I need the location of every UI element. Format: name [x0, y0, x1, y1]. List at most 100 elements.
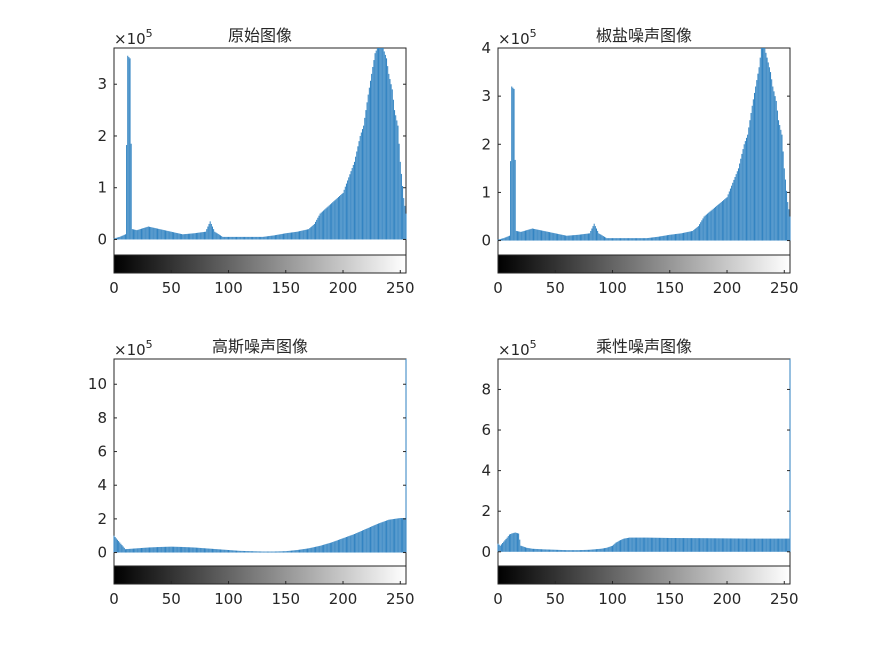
- histogram-bar: [608, 546, 610, 552]
- histogram-bar: [662, 235, 664, 241]
- histogram-bar: [247, 551, 249, 553]
- histogram-bar: [394, 518, 396, 553]
- histogram-bar: [193, 547, 195, 553]
- histogram-bar: [187, 547, 189, 553]
- histogram-bar: [289, 550, 291, 553]
- plot-area: [497, 358, 791, 567]
- histogram-bar: [376, 48, 378, 240]
- histogram-bar: [504, 237, 506, 241]
- bars: [497, 48, 791, 241]
- histogram-bar: [320, 545, 322, 553]
- histogram-bar: [308, 229, 310, 240]
- histogram-bar: [762, 538, 764, 552]
- histogram-bar: [573, 235, 575, 241]
- histogram-bar: [386, 58, 388, 240]
- histogram-bar: [498, 544, 500, 552]
- histogram-bar: [578, 234, 580, 241]
- histogram-bar: [321, 211, 323, 240]
- x-tick-label: 200: [329, 279, 358, 297]
- histogram-bar: [390, 519, 392, 553]
- histogram-bar: [497, 543, 499, 552]
- histogram-bar: [705, 214, 707, 241]
- histogram-bar: [290, 232, 293, 240]
- histogram-bar: [150, 227, 152, 240]
- histogram-bar: [191, 547, 193, 553]
- histogram-bar: [566, 550, 568, 552]
- histogram-bar: [617, 238, 619, 241]
- histogram-bar: [664, 235, 666, 241]
- x-tick-label: 250: [770, 279, 799, 297]
- histogram-bar: [715, 538, 717, 552]
- x-tick-label: 150: [271, 279, 300, 297]
- histogram-bar: [320, 212, 322, 240]
- histogram-bar: [750, 538, 752, 552]
- histogram-bar: [574, 235, 576, 241]
- histogram-bar: [319, 213, 321, 240]
- histogram-bar: [561, 550, 563, 552]
- histogram-bar: [613, 238, 615, 241]
- histogram-bar: [380, 522, 382, 553]
- y-tick-label: 6: [481, 421, 491, 439]
- histogram-bar: [653, 537, 655, 552]
- histogram-bar: [603, 548, 606, 552]
- histogram-bar: [646, 537, 648, 552]
- histogram-bar: [288, 550, 290, 553]
- histogram-bar: [213, 229, 215, 240]
- histogram-bar: [185, 547, 187, 553]
- histogram-bar: [272, 551, 274, 553]
- histogram-bar: [278, 551, 280, 553]
- histogram-bar: [567, 235, 569, 241]
- histogram-bar: [356, 151, 358, 240]
- histogram-bar: [636, 238, 638, 241]
- histogram-bar: [146, 547, 148, 553]
- histogram-bar: [582, 234, 584, 241]
- histogram-bar: [663, 235, 665, 241]
- histogram-bar: [128, 548, 130, 553]
- histogram-bar: [368, 87, 370, 240]
- histogram-bar: [640, 238, 642, 241]
- histogram-bar: [303, 230, 305, 240]
- histogram-bar: [382, 521, 384, 553]
- histogram-bar: [364, 117, 366, 240]
- histogram-bar: [557, 233, 559, 241]
- histogram-bar: [350, 535, 352, 553]
- histogram-bar: [248, 551, 250, 553]
- histogram-bar: [122, 235, 124, 240]
- histogram-bar: [155, 547, 157, 553]
- histogram-bar: [170, 546, 172, 553]
- chart-title: 乘性噪声图像: [596, 337, 692, 356]
- subplot-gaussian: 0 2 4 6 8 10 0 50 100 150 200 250 高斯噪声图像 ×105: [88, 337, 415, 608]
- histogram-bar: [318, 215, 320, 240]
- histogram-bar: [256, 236, 258, 240]
- histogram-bar: [273, 235, 275, 240]
- histogram-bar: [688, 231, 690, 241]
- histogram-bar: [625, 238, 627, 241]
- histogram-bar: [179, 233, 181, 240]
- histogram-bar: [729, 538, 731, 552]
- histogram-bar: [286, 233, 288, 240]
- histogram-bar: [258, 236, 260, 240]
- histogram-bar: [249, 236, 251, 240]
- histogram-bar: [144, 227, 146, 240]
- histogram-bar: [222, 549, 224, 553]
- histogram-bar: [615, 542, 617, 552]
- histogram-bar: [560, 549, 562, 552]
- histogram-bar: [585, 233, 587, 241]
- histogram-bar: [571, 550, 573, 552]
- histogram-bar: [194, 547, 196, 553]
- histogram-bar: [665, 235, 667, 241]
- histogram-bar: [333, 201, 335, 240]
- histogram-bar: [735, 174, 737, 241]
- histogram-bar: [591, 549, 593, 552]
- histogram-bar: [618, 540, 620, 552]
- histogram-bar: [344, 537, 346, 553]
- histogram-bar: [669, 234, 671, 241]
- histogram-bar: [605, 237, 607, 241]
- histogram-bar: [616, 238, 618, 241]
- histogram-bar: [255, 236, 257, 240]
- histogram-bar: [710, 538, 712, 552]
- histogram-bar: [735, 538, 737, 552]
- histogram-bar: [274, 551, 276, 553]
- histogram-bar: [655, 537, 657, 552]
- histogram-bar: [526, 547, 528, 552]
